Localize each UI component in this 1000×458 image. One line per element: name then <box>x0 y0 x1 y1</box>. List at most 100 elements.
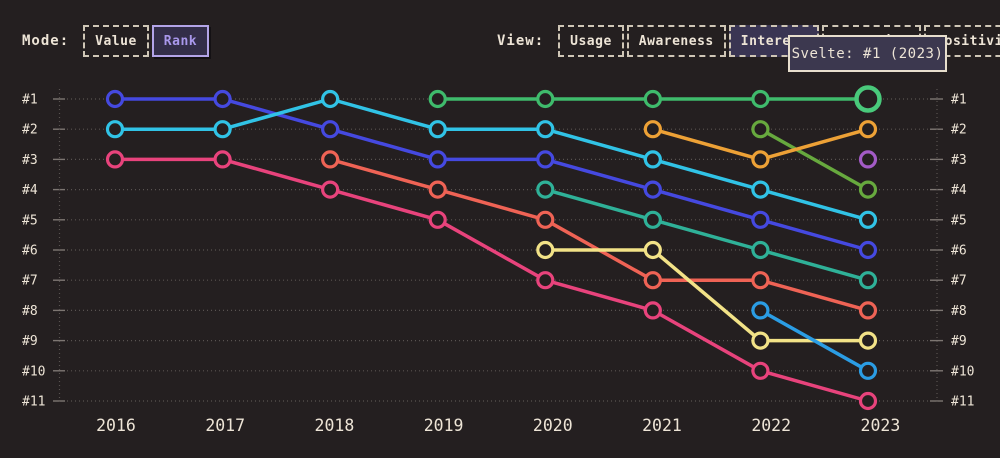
view-label: View: <box>497 33 545 49</box>
y-axis-label-right: #10 <box>951 364 974 379</box>
data-point-yellow-2020[interactable] <box>536 240 555 260</box>
y-axis-label-left: #5 <box>22 213 38 228</box>
y-axis-label-right: #8 <box>951 304 967 319</box>
x-axis-label: 2021 <box>642 416 682 435</box>
series-line-teal <box>543 187 870 282</box>
data-point-purple-2023[interactable] <box>858 150 878 169</box>
hover-tooltip: Svelte: #1 (2023) <box>788 35 947 72</box>
data-point-green-svelte-2021[interactable] <box>643 89 662 109</box>
data-point-blue-2018[interactable] <box>321 120 340 139</box>
view-option-usage[interactable]: Usage <box>558 25 624 57</box>
data-point-teal-2021[interactable] <box>643 210 662 229</box>
series-line-olive <box>758 127 870 192</box>
x-axis-label: 2019 <box>424 416 464 435</box>
y-axis-label-right: #3 <box>951 153 967 168</box>
data-point-lightblue-2022[interactable] <box>751 301 770 320</box>
data-point-pink-2022[interactable] <box>751 361 770 380</box>
x-axis-label: 2018 <box>315 416 355 435</box>
data-point-olive-2022[interactable] <box>751 120 770 139</box>
y-axis-label-left: #9 <box>22 334 38 349</box>
data-point-cyan-2020[interactable] <box>536 120 555 139</box>
highlighted-point-green-svelte-2023[interactable] <box>854 85 882 113</box>
y-axis-label-left: #6 <box>22 244 38 259</box>
y-axis-label-left: #1 <box>22 93 38 108</box>
data-point-red-2018[interactable] <box>321 150 340 169</box>
mode-control: Mode: Value Rank <box>22 25 210 57</box>
y-axis-label-left: #2 <box>22 123 38 138</box>
data-point-cyan-2021[interactable] <box>643 150 662 169</box>
y-axis-label-left: #4 <box>22 183 38 198</box>
y-axis-label-right: #1 <box>951 93 967 108</box>
data-point-orange-2021[interactable] <box>643 120 662 139</box>
series-line-red <box>328 157 870 313</box>
data-point-orange-2022[interactable] <box>751 150 770 169</box>
data-point-blue-2017[interactable] <box>213 89 232 109</box>
y-axis-label-right: #2 <box>951 123 967 138</box>
data-point-pink-2020[interactable] <box>536 271 555 290</box>
data-point-cyan-2023[interactable] <box>858 210 878 229</box>
data-point-pink-2019[interactable] <box>428 210 447 229</box>
data-point-pink-2017[interactable] <box>213 150 232 169</box>
y-axis-label-right: #5 <box>951 213 967 228</box>
data-point-teal-2022[interactable] <box>751 240 770 260</box>
data-point-blue-2023[interactable] <box>858 240 878 260</box>
data-point-yellow-2022[interactable] <box>751 331 770 350</box>
data-point-red-2023[interactable] <box>858 301 878 320</box>
data-point-cyan-2022[interactable] <box>751 180 770 199</box>
data-point-red-2020[interactable] <box>536 210 555 229</box>
data-point-orange-2023[interactable] <box>858 120 878 139</box>
data-point-pink-2016[interactable] <box>105 150 125 169</box>
x-axis-label: 2017 <box>205 416 245 435</box>
x-axis-label: 2023 <box>861 416 901 435</box>
y-axis-label-right: #9 <box>951 334 967 349</box>
x-axis-label: 2020 <box>533 416 573 435</box>
x-axis-label: 2022 <box>751 416 791 435</box>
data-point-blue-2022[interactable] <box>751 210 770 229</box>
data-point-pink-2023[interactable] <box>858 391 878 411</box>
data-point-lightblue-2023[interactable] <box>858 361 878 380</box>
data-point-cyan-2019[interactable] <box>428 120 447 139</box>
data-point-yellow-2023[interactable] <box>858 331 878 350</box>
data-point-blue-2019[interactable] <box>428 150 447 169</box>
data-point-green-svelte-2020[interactable] <box>536 89 555 109</box>
y-axis-label-left: #3 <box>22 153 38 168</box>
mode-button-group: Value Rank <box>83 25 210 57</box>
data-point-red-2022[interactable] <box>751 271 770 290</box>
mode-option-value[interactable]: Value <box>83 25 149 57</box>
y-axis-label-left: #10 <box>22 364 45 379</box>
series-line-pink <box>113 157 870 403</box>
hover-tooltip-text: Svelte: #1 (2023) <box>791 45 944 62</box>
data-point-blue-2021[interactable] <box>643 180 662 199</box>
data-point-blue-2020[interactable] <box>536 150 555 169</box>
data-point-yellow-2021[interactable] <box>643 240 662 260</box>
y-axis-label-right: #7 <box>951 274 967 289</box>
y-axis-label-left: #11 <box>22 395 45 410</box>
series-line-cyan <box>113 97 870 222</box>
data-point-green-svelte-2019[interactable] <box>428 89 447 109</box>
y-axis-label-left: #8 <box>22 304 38 319</box>
data-point-cyan-2017[interactable] <box>213 120 232 139</box>
mode-option-rank[interactable]: Rank <box>151 25 210 57</box>
data-point-green-svelte-2022[interactable] <box>751 89 770 109</box>
data-point-cyan-2016[interactable] <box>105 120 125 139</box>
series-line-blue <box>113 97 870 252</box>
data-point-cyan-2018[interactable] <box>321 89 340 109</box>
series-line-lightblue <box>758 308 870 373</box>
mode-label: Mode: <box>22 33 70 49</box>
y-axis-label-left: #7 <box>22 274 38 289</box>
y-axis-label-right: #6 <box>951 244 967 259</box>
y-axis-label-right: #4 <box>951 183 967 198</box>
data-point-pink-2021[interactable] <box>643 301 662 320</box>
x-axis-label: 2016 <box>96 416 136 435</box>
data-point-pink-2018[interactable] <box>321 180 340 199</box>
data-point-blue-2016[interactable] <box>105 89 125 109</box>
data-point-teal-2020[interactable] <box>536 180 555 199</box>
data-point-red-2019[interactable] <box>428 180 447 199</box>
data-point-teal-2023[interactable] <box>858 271 878 290</box>
data-point-olive-2023[interactable] <box>858 180 878 199</box>
y-axis-label-right: #11 <box>951 395 974 410</box>
data-point-red-2021[interactable] <box>643 271 662 290</box>
view-option-awareness[interactable]: Awareness <box>626 25 726 57</box>
